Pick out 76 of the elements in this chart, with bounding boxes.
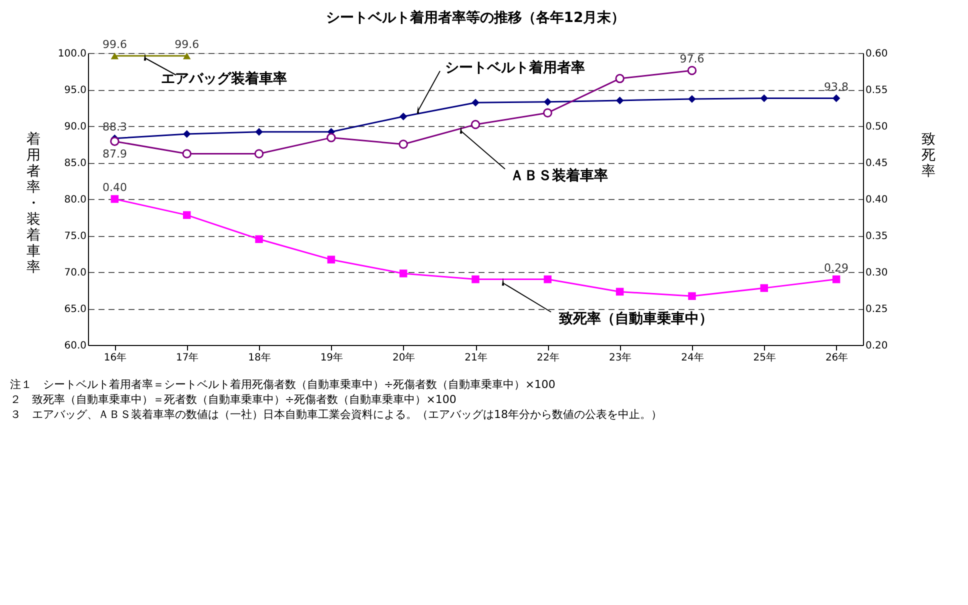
text: ＡＢＳ装着車率 [510, 167, 608, 184]
y-tick-label: 100.0 [58, 48, 86, 60]
point [688, 95, 696, 103]
y2-tick-label: 0.40 [866, 194, 888, 206]
y-tick-label: 90.0 [64, 122, 86, 132]
point [182, 130, 191, 138]
x-tick-label: 24年 [681, 352, 704, 364]
point [398, 140, 408, 149]
x-tick-label: 22年 [536, 352, 560, 364]
y2-tick-label: 0.30 [866, 268, 888, 278]
y-tick-label: 70.0 [64, 268, 86, 278]
point [255, 128, 263, 136]
point [544, 275, 552, 284]
point [399, 270, 408, 278]
point [760, 94, 768, 102]
data-label: 87.9 [102, 147, 127, 160]
point [688, 292, 696, 300]
point [687, 66, 697, 76]
point [760, 284, 768, 292]
text: 注１ シートベルト着用者率＝シートベルト着用死傷者数（自動車乗車中）÷死傷者数（自動車乗車中）×100 [10, 378, 556, 391]
point [470, 120, 480, 130]
y-tick-label: 75.0 [64, 231, 86, 242]
y2-tick-label: 0.55 [866, 85, 888, 96]
data-label: 99.6 [102, 38, 127, 51]
point [543, 108, 552, 118]
x-tick-label: 19年 [320, 352, 344, 364]
y2-tick-label: 0.35 [866, 231, 888, 242]
point [327, 256, 336, 264]
x-tick-label: 16年 [104, 352, 127, 364]
x-tick-label: 23年 [608, 352, 632, 364]
point [110, 195, 119, 203]
y-tick-label: 60.0 [64, 340, 86, 352]
y2-tick-label: 0.20 [866, 340, 888, 352]
y-tick-label: 95.0 [64, 85, 86, 96]
point [616, 288, 624, 296]
point [182, 149, 192, 158]
x-tick-label: 18年 [248, 352, 271, 364]
point [399, 112, 408, 120]
text: ３ エアバッグ、ＡＢＳ装着車率の数値は（一社）日本自動車工業会資料による。（エアバッグは18年分から数値の公表を中止。） [10, 408, 662, 421]
point [326, 133, 336, 142]
text: 着用者率・装着車率 [26, 132, 40, 276]
point [110, 136, 120, 146]
point [832, 275, 840, 284]
x-tick-label: 17年 [176, 352, 199, 364]
point [832, 94, 840, 102]
y2-axis-title: 致死率 [922, 132, 936, 180]
x-tick-label: 25年 [753, 352, 776, 364]
data-label: 97.6 [680, 52, 704, 66]
point [255, 235, 263, 244]
data-label: 0.40 [102, 181, 127, 194]
point [616, 96, 624, 104]
point [472, 275, 480, 284]
y2-tick-label: 0.60 [866, 48, 888, 60]
x-tick-label: 26年 [825, 352, 848, 364]
data-label: 93.8 [824, 80, 849, 94]
y-tick-label: 85.0 [64, 158, 86, 169]
chart-title: シートベルト着用者率等の推移（各年12月末） [326, 8, 626, 26]
series-label: エアバッグ装着車率 [161, 70, 287, 87]
point [182, 211, 191, 219]
point [544, 98, 552, 106]
series-label: 致死率（自動車乗車中） [558, 310, 713, 327]
y2-tick-label: 0.25 [866, 304, 888, 315]
point [472, 98, 480, 107]
text: ２ 致死率（自動車乗車中）＝死者数（自動車乗車中）÷死傷者数（自動車乗車中）×100 [10, 393, 456, 406]
point [615, 74, 624, 84]
point [254, 149, 264, 158]
data-label: 0.29 [824, 261, 849, 274]
x-tick-label: 20年 [392, 352, 416, 364]
y-tick-label: 80.0 [64, 194, 86, 206]
data-label: 88.3 [102, 120, 127, 134]
series-label: シートベルト着用者率 [445, 59, 585, 76]
y2-tick-label: 0.45 [866, 158, 888, 169]
y2-tick-label: 0.50 [866, 122, 888, 132]
data-label: 99.6 [174, 38, 200, 51]
y-tick-label: 65.0 [64, 304, 86, 315]
x-tick-label: 21年 [464, 352, 488, 364]
